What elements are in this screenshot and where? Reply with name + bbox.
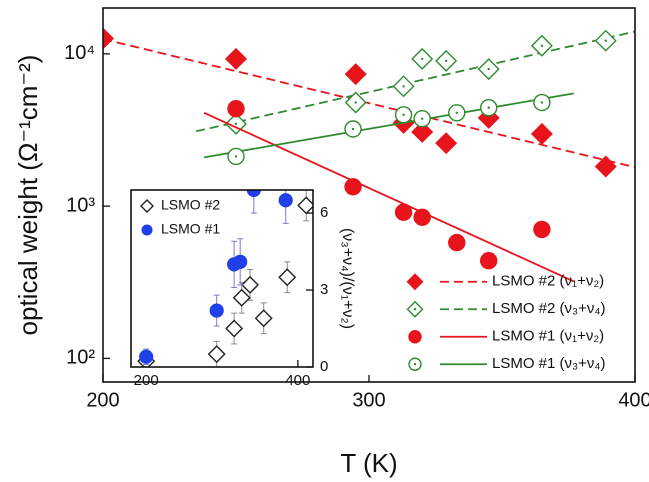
- plot-marks: [103, 27, 635, 283]
- y-tick-label: 10⁴: [64, 42, 95, 64]
- marker-dot: [421, 117, 424, 120]
- marker-dot: [487, 67, 490, 71]
- marker: [241, 275, 260, 294]
- marker: [232, 288, 251, 307]
- y-tick-label: 0: [320, 358, 328, 375]
- marker-dot: [413, 308, 417, 311]
- marker: [225, 319, 244, 338]
- marker-dot: [487, 106, 490, 109]
- marker-dot: [540, 101, 544, 104]
- y-axis-label: (ν₃+ν₄)/(ν₁+ν₂): [339, 228, 356, 329]
- marker-dot: [413, 363, 417, 366]
- marker: [225, 47, 247, 70]
- marker-dot: [234, 155, 238, 158]
- x-tick-label: 400: [618, 389, 649, 411]
- marker: [139, 349, 154, 364]
- legend-marker: [140, 199, 154, 213]
- marker-dot: [604, 39, 607, 42]
- marker: [278, 193, 293, 208]
- legend-label: LSMO #1 (ν₁+ν₂): [492, 328, 604, 345]
- marker-dot: [455, 111, 458, 115]
- plot-marks: [137, 190, 313, 367]
- marker-dot: [351, 127, 355, 131]
- marker: [411, 120, 434, 143]
- x-tick-label: 200: [134, 372, 159, 389]
- marker: [594, 155, 617, 178]
- marker: [344, 63, 367, 86]
- y-tick-label: 3: [320, 281, 328, 298]
- marker: [533, 220, 551, 239]
- fit-line: [103, 38, 635, 169]
- x-tick-label: 300: [352, 389, 385, 411]
- marker-dot: [421, 57, 424, 61]
- legend-marker: [408, 330, 422, 344]
- marker: [530, 122, 553, 145]
- legend-label: LSMO #2 (ν₁+ν₂): [492, 273, 604, 290]
- marker: [344, 178, 362, 196]
- x-axis-label: T (K): [340, 448, 397, 478]
- marker-dot: [444, 59, 448, 63]
- legend-label: LSMO #1 (ν₃+ν₄): [492, 355, 606, 372]
- marker: [278, 268, 297, 287]
- marker: [233, 254, 248, 269]
- y-tick-label: 10³: [66, 194, 95, 216]
- marker: [413, 208, 431, 226]
- plot-frame: [130, 189, 314, 368]
- marker: [209, 303, 224, 318]
- legend-label: LSMO #2: [161, 197, 220, 213]
- fit-line: [195, 30, 635, 133]
- legend-marker: [406, 273, 424, 291]
- marker: [435, 132, 458, 155]
- marker-dot: [234, 122, 238, 126]
- marker: [394, 203, 413, 221]
- fit-line: [203, 92, 574, 159]
- marker: [103, 27, 114, 50]
- marker-dot: [354, 101, 357, 104]
- fit-line: [203, 111, 575, 283]
- legend-marker: [141, 224, 153, 236]
- marker: [480, 252, 498, 270]
- marker: [448, 233, 466, 252]
- y-tick-label: 10²: [66, 347, 95, 369]
- marker: [297, 196, 313, 215]
- marker-dot: [402, 113, 405, 116]
- x-tick-label: 200: [86, 389, 119, 411]
- marker: [254, 309, 273, 328]
- marker: [207, 345, 226, 364]
- legend-label: LSMO #1: [161, 221, 220, 237]
- plot-frame: [102, 7, 636, 383]
- marker-dot: [402, 85, 405, 88]
- marker: [227, 100, 245, 118]
- x-tick-label: 400: [285, 372, 310, 389]
- marker-dot: [540, 44, 544, 47]
- y-tick-label: 6: [320, 204, 328, 221]
- legend-label: LSMO #2 (ν₃+ν₄): [492, 300, 606, 317]
- y-axis-label: optical weight (Ω⁻¹cm⁻²): [13, 55, 43, 336]
